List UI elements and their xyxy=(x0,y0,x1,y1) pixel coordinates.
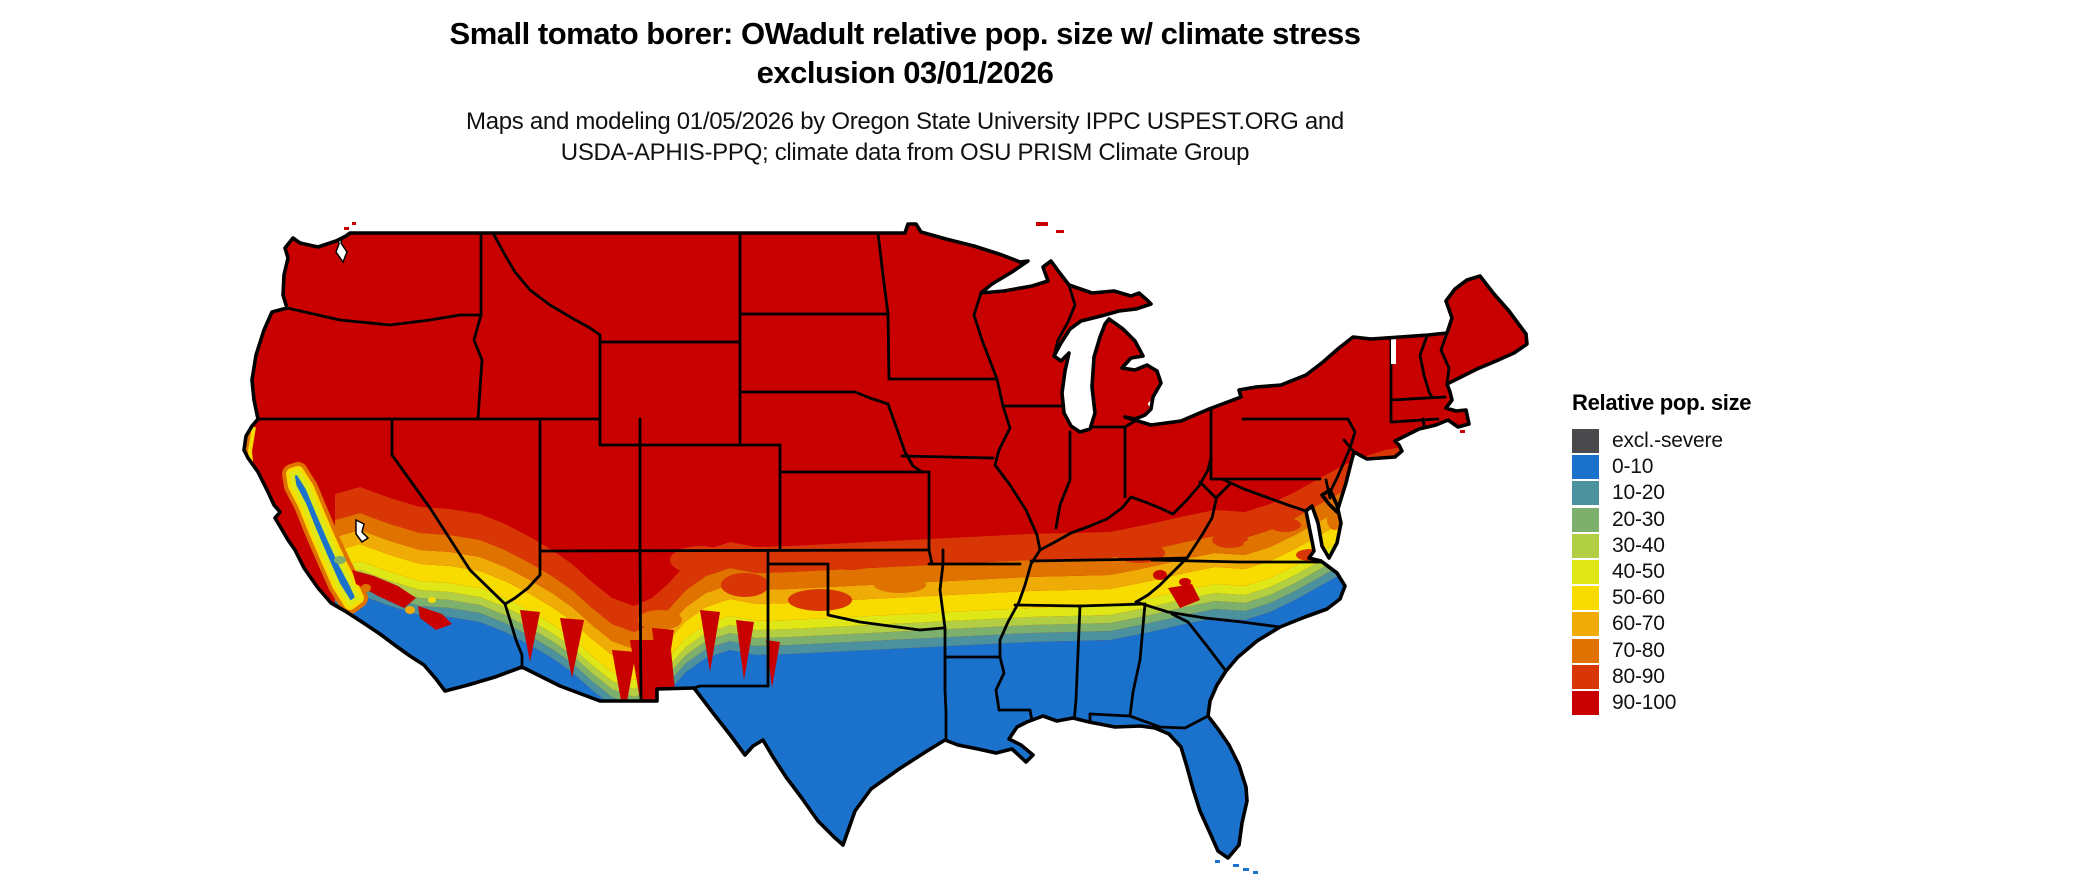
offshore-islands xyxy=(344,222,1511,874)
legend-row: 40-50 xyxy=(1572,559,1751,585)
map-orange-mottle xyxy=(670,518,1324,611)
legend-swatch xyxy=(1572,507,1599,532)
map-title-line1: Small tomato borer: OWadult relative pop… xyxy=(449,16,1361,51)
map-title-line2: exclusion 03/01/2026 xyxy=(756,55,1054,90)
legend-swatch xyxy=(1572,560,1599,585)
legend-row: 70-80 xyxy=(1572,638,1751,664)
state-borders xyxy=(256,231,1451,742)
legend-label: 20-30 xyxy=(1612,507,1665,531)
legend-label: 0-10 xyxy=(1612,455,1654,479)
map-california-features xyxy=(244,424,452,630)
legend-swatch xyxy=(1572,586,1599,611)
legend-swatch xyxy=(1572,638,1599,663)
legend-row: 20-30 xyxy=(1572,507,1751,533)
legend-row: 0-10 xyxy=(1572,454,1751,480)
legend-label: 70-80 xyxy=(1612,638,1665,662)
map-subtitle: Maps and modeling 01/05/2026 by Oregon S… xyxy=(0,106,1810,168)
legend-label: excl.-severe xyxy=(1612,429,1723,453)
legend-swatch xyxy=(1572,481,1599,506)
legend-row: 30-40 xyxy=(1572,533,1751,559)
legend-row: 90-100 xyxy=(1572,690,1751,716)
legend-swatch xyxy=(1572,455,1599,480)
legend-label: 10-20 xyxy=(1612,481,1665,505)
legend-label: 40-50 xyxy=(1612,560,1665,584)
legend-swatch xyxy=(1572,612,1599,637)
legend-swatch xyxy=(1572,664,1599,689)
legend-label: 60-70 xyxy=(1612,612,1665,636)
legend-swatch xyxy=(1572,690,1599,715)
legend-row: 80-90 xyxy=(1572,664,1751,690)
map-legend: Relative pop. size excl.-severe 0-10 10-20… xyxy=(1572,390,1752,716)
legend-swatch xyxy=(1572,429,1599,454)
us-outline xyxy=(242,222,1529,860)
map-subtitle-line2: USDA-APHIS-PPQ; climate data from OSU PR… xyxy=(560,139,1250,166)
legend-row: 10-20 xyxy=(1572,480,1751,506)
legend-label: 90-100 xyxy=(1612,690,1677,714)
map-subtitle-line1: Maps and modeling 01/05/2026 by Oregon S… xyxy=(466,108,1344,135)
legend-label: 30-40 xyxy=(1612,533,1665,557)
header-block: Small tomato borer: OWadult relative pop… xyxy=(0,14,1810,168)
band-80-90 xyxy=(335,446,1410,632)
map-red-fingers xyxy=(520,570,1200,718)
map-title: Small tomato borer: OWadult relative pop… xyxy=(0,14,1810,92)
map-orange-mottle-2 xyxy=(638,510,1343,630)
legend-row: excl.-severe xyxy=(1572,428,1751,454)
legend-label: 50-60 xyxy=(1612,586,1665,610)
legend-rows: excl.-severe 0-10 10-20 20-30 30-40 40-50 50-6… xyxy=(1572,428,1751,716)
legend-label: 80-90 xyxy=(1612,664,1665,688)
legend-row: 50-60 xyxy=(1572,585,1751,611)
legend-row: 60-70 xyxy=(1572,611,1751,637)
legend-swatch xyxy=(1572,533,1599,558)
legend-title: Relative pop. size xyxy=(1572,390,1752,415)
